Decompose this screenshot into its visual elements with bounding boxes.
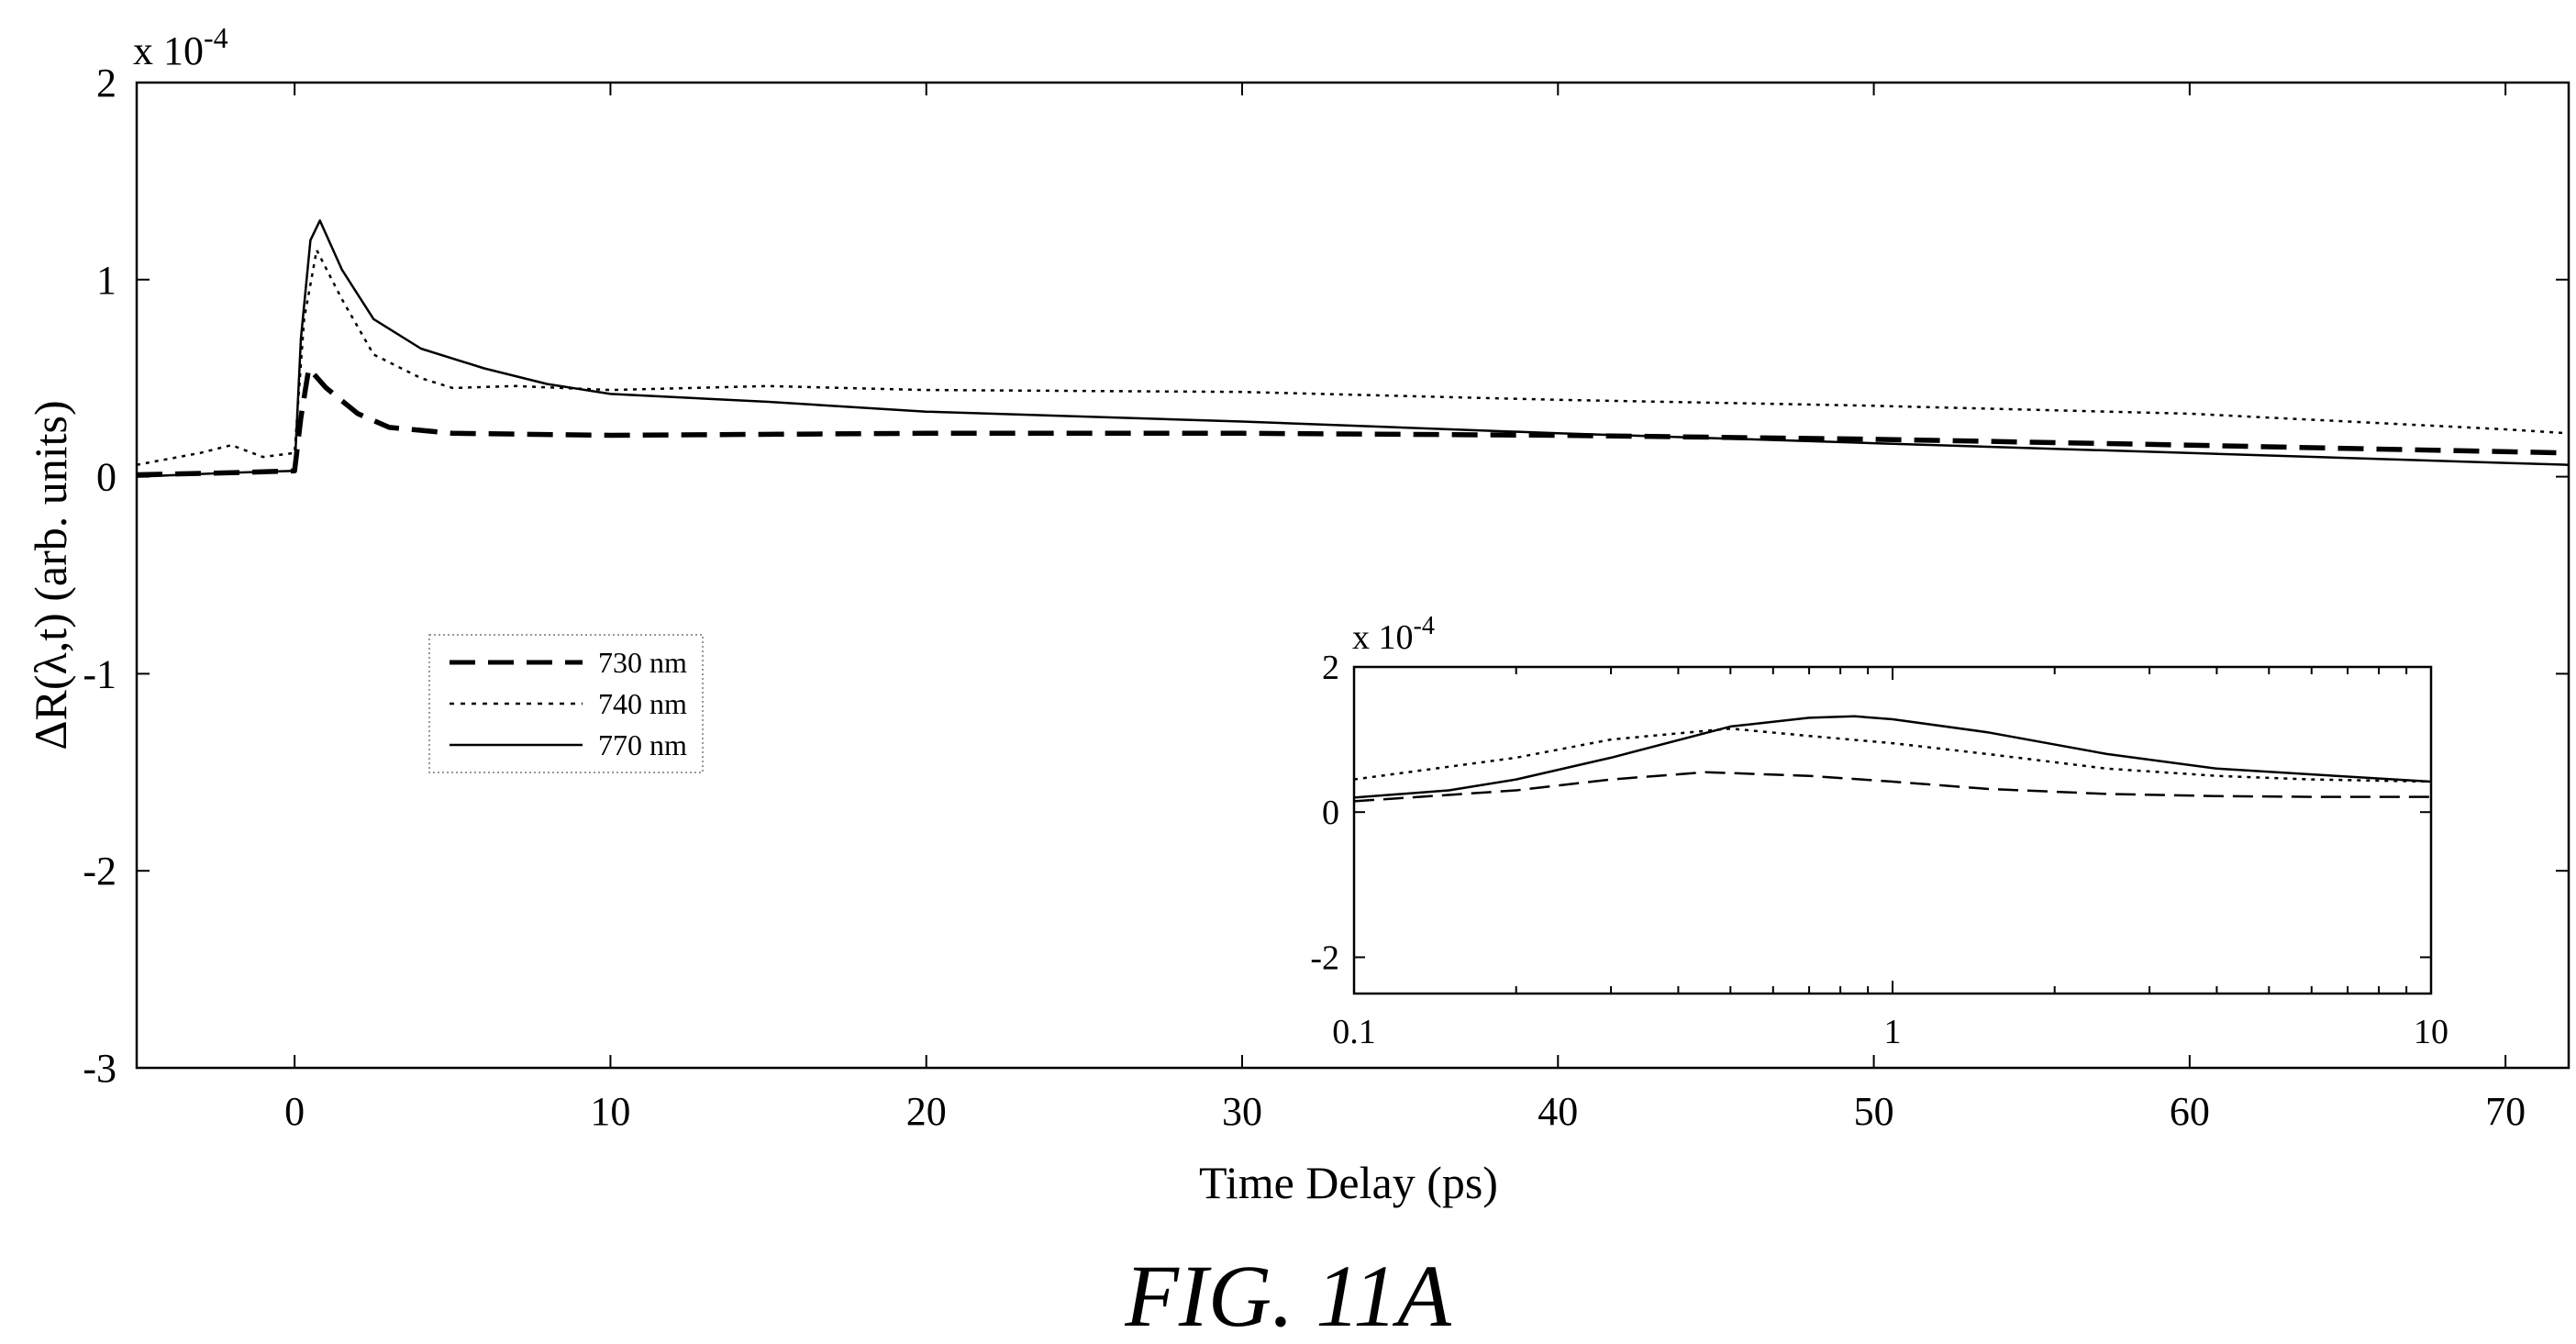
main-y-multiplier-base: x 10: [133, 28, 204, 73]
y-axis-label: ΔR(λ,t) (arb. units): [25, 400, 76, 750]
inset-y-multiplier: x 10-4: [1352, 612, 1435, 657]
main-y-tick-label: 2: [96, 61, 117, 106]
legend-label-770: 770 nm: [598, 728, 687, 761]
main-y-tick-label: 1: [96, 258, 117, 303]
figure-caption: FIG. 11A: [1124, 1247, 1451, 1344]
main-series-line-770-nm: [136, 219, 2570, 478]
inset-y-ticks: -2 0 2: [1310, 649, 2431, 977]
main-y-tick-label: -2: [83, 849, 117, 894]
main-x-tick-label: 10: [590, 1089, 630, 1134]
legend: 730 nm 740 nm 770 nm: [428, 634, 704, 773]
main-series-line-730-nm: [136, 365, 2570, 478]
legend-label-740: 740 nm: [598, 687, 687, 720]
legend-label-730: 730 nm: [598, 646, 687, 679]
main-y-multiplier-exp: -4: [204, 21, 228, 54]
inset-y-multiplier-exp: -4: [1414, 612, 1435, 640]
inset-x-tick-label: 1: [1884, 1013, 1902, 1051]
inset-series-line-730-nm: [1353, 771, 2431, 803]
main-x-tick-label: 0: [284, 1089, 305, 1134]
main-y-tick-label: -1: [83, 651, 117, 696]
main-y-tick-label: 0: [96, 455, 117, 500]
main-x-tick-label: 50: [1854, 1089, 1894, 1134]
main-x-tick-label: 40: [1538, 1089, 1578, 1134]
main-plot-frame: [135, 81, 2570, 1070]
inset-frame-bg: [1354, 667, 2431, 994]
inset-series-line-770-nm: [1353, 715, 2432, 799]
inset-y-tick-label: 2: [1322, 649, 1339, 687]
main-x-tick-label: 20: [906, 1089, 947, 1134]
inset-plot: -2 0 2 0.1 1 10 x 10-4: [1310, 612, 2448, 1051]
inset-x-tick-label: 10: [2414, 1013, 2448, 1051]
inset-x-tick-label: 0.1: [1332, 1013, 1376, 1051]
main-x-ticks: 0 10 20 30 40 50 60 70: [284, 83, 2526, 1134]
inset-x-ticks: 0.1 1 10: [1332, 667, 2448, 1051]
main-series-line-740-nm: [136, 249, 2570, 466]
main-x-tick-label: 30: [1222, 1089, 1262, 1134]
main-y-multiplier: x 10-4: [133, 21, 228, 73]
inset-series-line-740-nm: [1353, 727, 2432, 783]
inset-y-tick-label: 0: [1322, 794, 1339, 832]
main-x-tick-label: 70: [2485, 1089, 2526, 1134]
main-y-ticks: -3 -2 -1 0 1 2: [83, 61, 2569, 1091]
main-x-tick-label: 60: [2170, 1089, 2210, 1134]
main-y-tick-label: -3: [83, 1046, 117, 1091]
inset-series-group: [1353, 715, 2432, 803]
inset-y-tick-label: -2: [1310, 939, 1339, 977]
main-series-group: [136, 219, 2570, 478]
x-axis-label: Time Delay (ps): [1199, 1157, 1498, 1208]
inset-y-multiplier-base: x 10: [1352, 618, 1414, 657]
